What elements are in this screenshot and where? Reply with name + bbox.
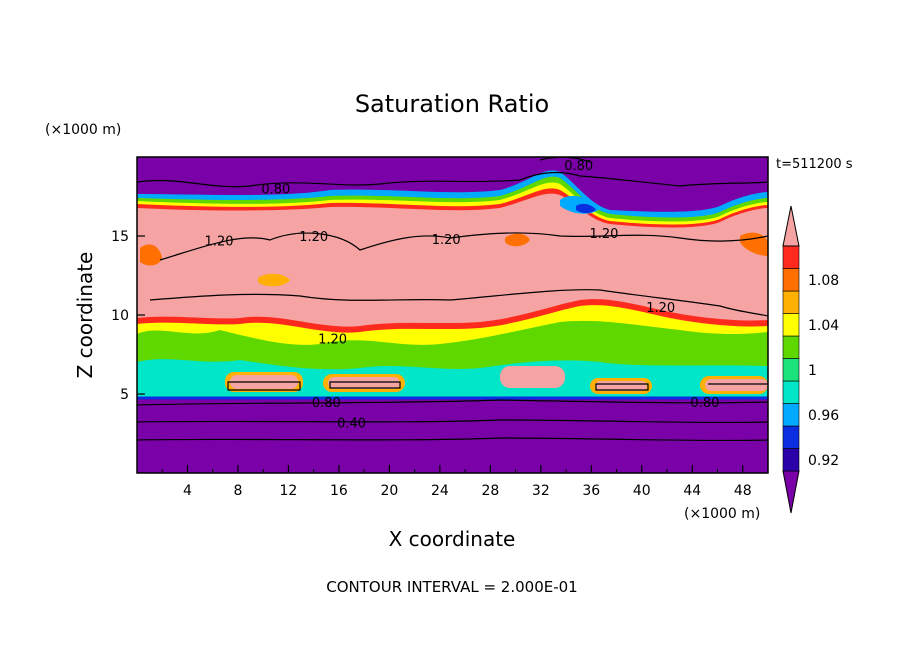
colorbar-band	[782, 403, 800, 427]
y-axis-ticks: 5 10 15	[111, 229, 145, 403]
y-tick-label: 15	[111, 229, 129, 245]
contour-interval-footer: CONTOUR INTERVAL = 2.000E-01	[326, 578, 577, 596]
upper-patch-1	[140, 244, 162, 266]
contour-label: 1.20	[318, 333, 347, 348]
contour-label: 1.20	[589, 227, 618, 242]
upper-patch-6	[576, 203, 596, 213]
x-tick-label: 8	[233, 483, 242, 499]
x-tick-label: 32	[532, 483, 550, 499]
colorbar-band	[782, 313, 800, 337]
contour-label: 0.80	[564, 159, 593, 174]
contour-label: 1.20	[432, 233, 461, 248]
x-tick-label: 40	[633, 483, 651, 499]
colorbar-tick-label: 1	[808, 363, 817, 379]
colorbar-tick-label: 0.92	[808, 453, 839, 469]
contour-label: 0.80	[690, 396, 719, 411]
x-tick-label: 12	[280, 483, 298, 499]
x-tick-label: 4	[183, 483, 192, 499]
colorbar-high-arrow	[782, 205, 800, 247]
colorbar-band	[782, 245, 800, 269]
x-tick-label: 44	[683, 483, 701, 499]
x-axis-ticks: 4 8 12 16 20 24 28 32 36 40 44 48	[161, 465, 752, 499]
colorbar-band	[782, 358, 800, 382]
pocket-3	[500, 366, 565, 388]
contour-label: 0.80	[312, 396, 341, 411]
time-label: t=511200 s	[776, 157, 853, 172]
colorbar: 0.92 0.96 1 1.04 1.08	[782, 205, 839, 514]
upper-patch-3	[505, 233, 530, 247]
contour-label: 1.20	[646, 301, 675, 316]
colorbar-band	[782, 335, 800, 359]
y-axis-title: Z coordinate	[73, 252, 97, 379]
y-tick-label: 5	[120, 387, 129, 403]
x-tick-label: 16	[330, 483, 348, 499]
colorbar-band	[782, 448, 800, 472]
colorbar-low-arrow	[782, 470, 800, 514]
y-unit-label: (×1000 m)	[45, 122, 121, 138]
pocket-2-core	[328, 377, 400, 389]
x-tick-label: 20	[380, 483, 398, 499]
colorbar-band	[782, 268, 800, 292]
colorbar-band	[782, 290, 800, 314]
contour-label: 1.20	[299, 230, 328, 245]
upper-patch-4	[740, 232, 768, 256]
contour-label: 0.80	[261, 183, 290, 198]
contour-labels: 0.80 0.80 1.20 1.20 1.20 1.20 1.20 1.20 0.80 0.40…	[205, 159, 720, 432]
pocket-5-core	[705, 379, 768, 391]
colorbar-tick-label: 0.96	[808, 408, 839, 424]
y-tick-label: 10	[111, 308, 129, 324]
x-tick-label: 48	[734, 483, 752, 499]
x-tick-label: 36	[582, 483, 600, 499]
colorbar-band	[782, 425, 800, 449]
colorbar-tick-label: 1.04	[808, 318, 839, 334]
contour-label: 0.40	[337, 416, 366, 431]
x-tick-label: 24	[431, 483, 449, 499]
x-tick-label: 28	[481, 483, 499, 499]
chart-title: Saturation Ratio	[355, 90, 549, 118]
colorbar-tick-label: 1.08	[808, 273, 839, 289]
colorbar-band	[782, 380, 800, 404]
x-unit-label: (×1000 m)	[684, 506, 760, 522]
x-axis-title: X coordinate	[389, 527, 516, 551]
contour-label: 1.20	[205, 235, 234, 250]
contour-lines	[137, 157, 768, 442]
upper-patch-2	[258, 273, 290, 287]
saturation-field	[137, 157, 768, 473]
